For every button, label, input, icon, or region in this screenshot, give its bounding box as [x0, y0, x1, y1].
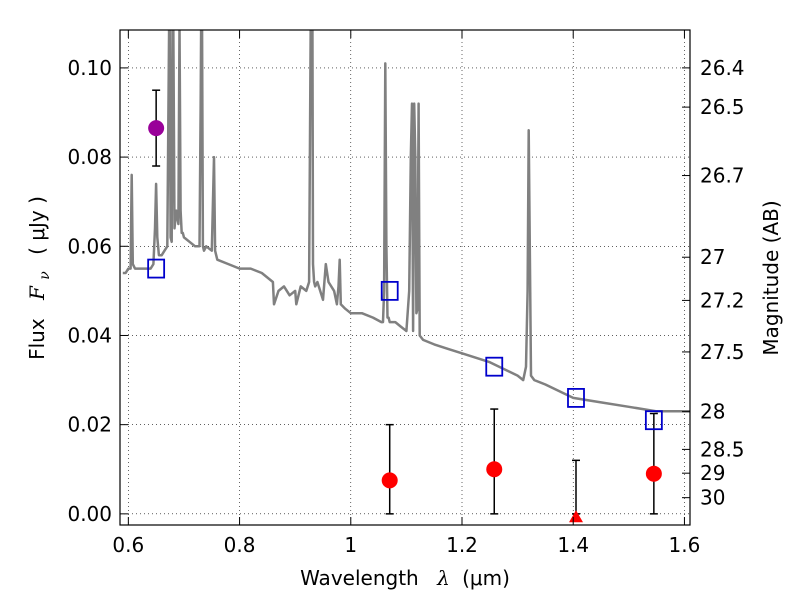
- observed-point-marker: [381, 472, 398, 489]
- model-photometry-square: [567, 388, 585, 408]
- y-axis-right-label: Magnitude (AB): [759, 200, 783, 355]
- x-axis-label: Wavelength λ (μm): [300, 566, 510, 590]
- spectrum-layer: [122, 30, 690, 413]
- magnitude-tick-label: 27.5: [700, 340, 745, 364]
- observed-point-marker: [486, 461, 503, 478]
- plot-frame: [119, 29, 691, 526]
- tick-layer: 0.6 0.8 1 1.2 1.4 1.6 0.00 0.02 0.04 0.06 0.08 0.10…: [67, 30, 745, 557]
- y-tick-label: 0.02: [67, 413, 112, 437]
- highlight-point-marker: [148, 120, 165, 137]
- magnitude-tick-label: 27: [700, 245, 725, 269]
- x-tick-label: 1.4: [557, 533, 589, 557]
- model-photometry-square: [147, 258, 166, 279]
- y-tick-label: 0.10: [67, 56, 112, 80]
- upper-limit-marker: [569, 510, 583, 523]
- y-tick-label: 0.00: [67, 502, 112, 526]
- x-tick-label: 1.2: [446, 533, 478, 557]
- y-tick-label: 0.06: [67, 234, 112, 258]
- magnitude-tick-label: 28: [700, 400, 725, 424]
- y-tick-label: 0.04: [67, 323, 112, 347]
- x-tick-label: 0.8: [224, 533, 256, 557]
- magnitude-tick-label: 28.5: [700, 437, 745, 461]
- observed-point-marker: [645, 465, 662, 482]
- magnitude-tick-label: 29: [700, 461, 725, 485]
- magnitude-tick-label: 26.5: [700, 95, 745, 119]
- model-photometry-square: [644, 410, 663, 431]
- x-tick-label: 1.6: [669, 533, 701, 557]
- y-axis-left-label: Flux F ν ( μJy ): [25, 196, 54, 360]
- model-photometry-square: [485, 356, 504, 377]
- y-tick-label: 0.08: [67, 145, 112, 169]
- magnitude-tick-label: 30: [700, 486, 725, 510]
- magnitude-tick-label: 26.7: [700, 164, 745, 188]
- magnitude-tick-label: 26.4: [700, 56, 745, 80]
- model-spectrum-line: [122, 30, 690, 413]
- model-photometry-square: [380, 280, 399, 301]
- x-tick-label: 0.6: [112, 533, 144, 557]
- x-tick-label: 1: [344, 533, 357, 557]
- magnitude-tick-label: 27.2: [700, 288, 745, 312]
- marker-layer: [147, 89, 663, 523]
- grid-layer: [120, 30, 690, 525]
